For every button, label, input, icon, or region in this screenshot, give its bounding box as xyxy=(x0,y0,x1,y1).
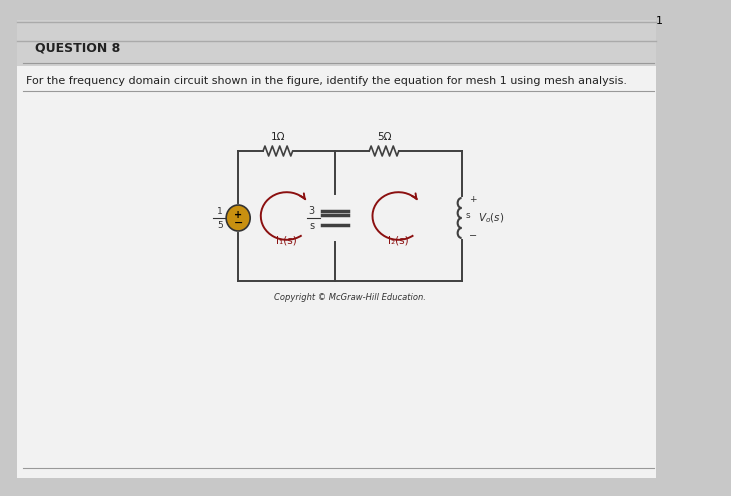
Text: 3: 3 xyxy=(308,206,315,216)
Text: s: s xyxy=(465,211,470,221)
Text: +: + xyxy=(469,195,477,204)
Text: I₂(s): I₂(s) xyxy=(388,236,409,246)
Text: +: + xyxy=(234,210,242,220)
Circle shape xyxy=(226,205,250,231)
Text: 5Ω: 5Ω xyxy=(376,132,391,142)
Text: 1: 1 xyxy=(656,16,663,26)
Text: $V_o(s)$: $V_o(s)$ xyxy=(478,211,504,225)
Text: 1: 1 xyxy=(217,206,222,215)
FancyBboxPatch shape xyxy=(17,20,656,66)
Text: −: − xyxy=(233,218,243,228)
Text: Copyright © McGraw-Hill Education.: Copyright © McGraw-Hill Education. xyxy=(274,293,426,302)
Text: 5: 5 xyxy=(217,222,222,231)
Text: QUESTION 8: QUESTION 8 xyxy=(35,42,121,55)
Text: I₁(s): I₁(s) xyxy=(276,236,297,246)
Text: For the frequency domain circuit shown in the figure, identify the equation for : For the frequency domain circuit shown i… xyxy=(26,76,627,86)
Text: 1Ω: 1Ω xyxy=(270,132,285,142)
Text: −: − xyxy=(469,231,477,241)
Text: s: s xyxy=(310,221,315,231)
FancyBboxPatch shape xyxy=(17,20,656,478)
